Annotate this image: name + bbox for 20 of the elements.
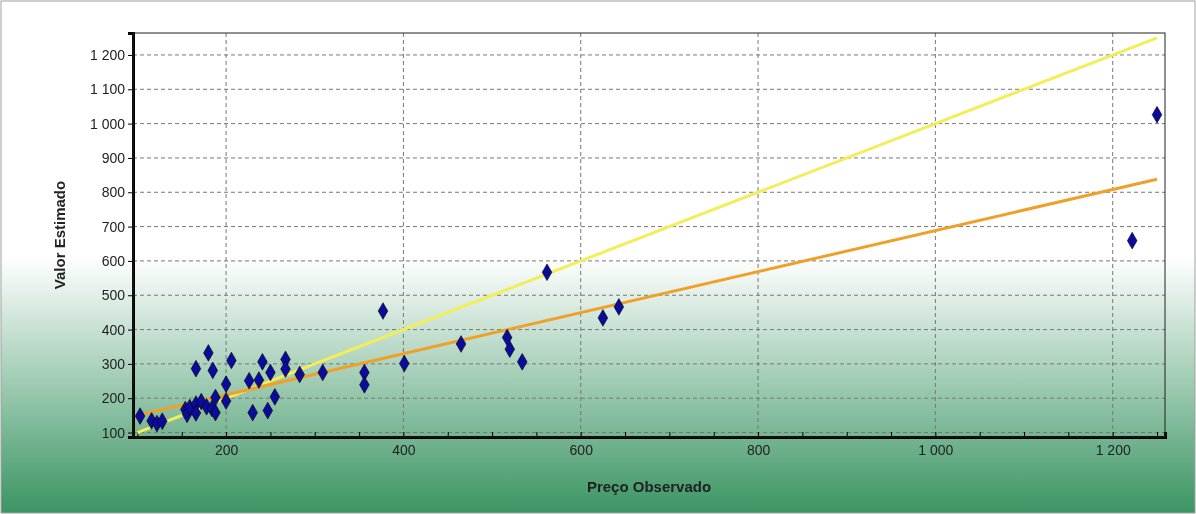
x-tick-label: 200 xyxy=(214,442,239,459)
y-tick-label: 400 xyxy=(101,321,126,338)
x-tick-label: 400 xyxy=(392,442,416,459)
x-tick-label: 1 000 xyxy=(918,442,954,459)
y-tick-label: 700 xyxy=(101,218,126,235)
y-tick-label: 800 xyxy=(101,184,126,201)
y-tick-label: 1 000 xyxy=(89,115,126,132)
x-tick-label: 800 xyxy=(746,442,771,459)
x-tick-label: 600 xyxy=(569,442,594,459)
y-tick-label: 600 xyxy=(101,252,126,269)
y-tick-label: 500 xyxy=(101,287,126,304)
x-axis-title: Preço Observado xyxy=(586,478,712,495)
y-tick-label: 900 xyxy=(101,149,126,166)
y-tick-label: 1 200 xyxy=(89,46,126,63)
x-tick-label: 1 200 xyxy=(1095,442,1131,459)
y-tick-label: 100 xyxy=(101,424,126,441)
y-axis-title: Valor Estimado xyxy=(51,180,68,290)
y-tick-label: 200 xyxy=(101,390,126,407)
y-tick-label: 1 100 xyxy=(89,81,126,98)
y-tick-label: 300 xyxy=(101,355,126,372)
